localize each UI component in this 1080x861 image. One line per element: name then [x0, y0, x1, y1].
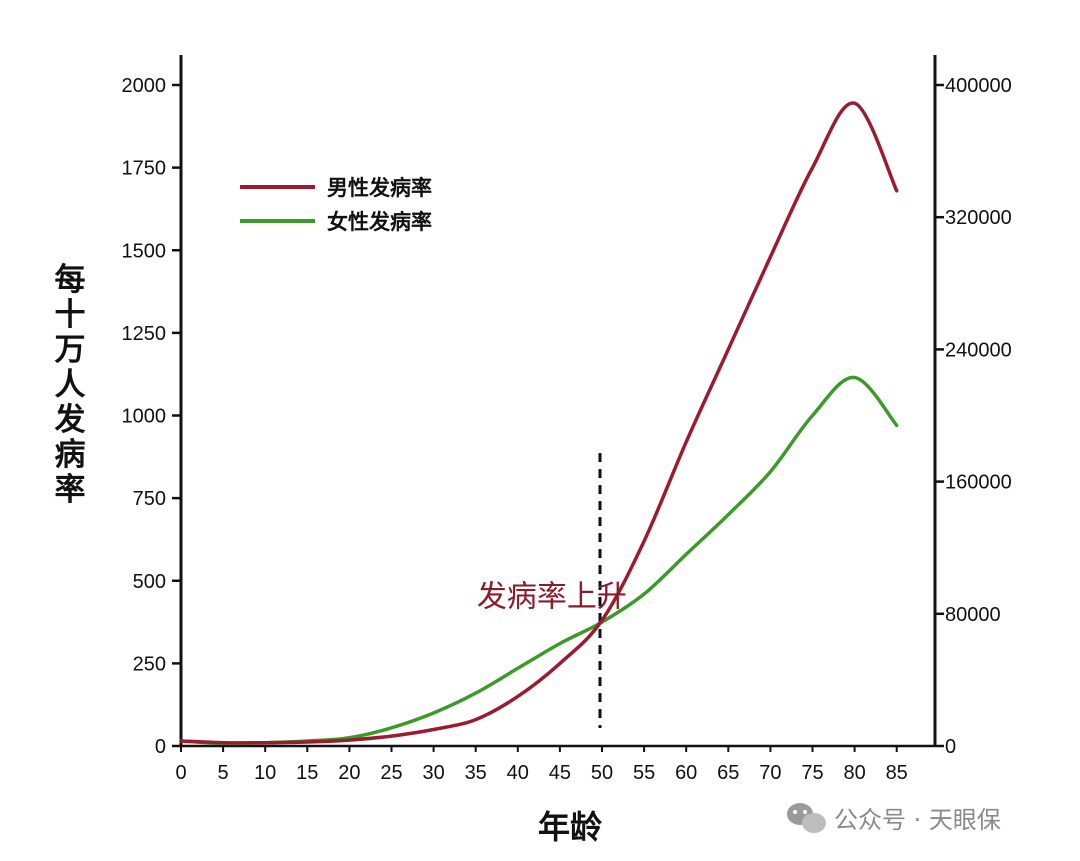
x-tick-label: 15	[296, 762, 318, 784]
x-tick-label: 45	[549, 762, 571, 784]
y-ticks-right: 0 80000 160000 240000 320000 400000	[935, 75, 1012, 758]
x-tick-label: 30	[422, 762, 444, 784]
y-axis-title-char: 率	[55, 472, 86, 508]
legend-label-male: 男性发病率	[327, 176, 432, 200]
y2-tick-label: 80000	[945, 604, 1001, 626]
y-axis-title-char: 每	[55, 262, 86, 298]
y2-tick-label: 400000	[945, 75, 1012, 97]
annotation-rising: 发病率上升	[477, 580, 627, 615]
x-ticks: 0 5 10 15 20 25 30 35 40 45 50 55 60 65 70 75 80 85	[175, 746, 908, 784]
x-tick-label: 60	[675, 762, 697, 784]
x-tick-label: 85	[886, 762, 908, 784]
y2-tick-label: 0	[945, 736, 956, 758]
y-ticks-left: 0 250 500 750 1000 1250 1500 1750 2000	[122, 75, 181, 758]
legend: 男性发病率 女性发病率	[240, 176, 432, 234]
y-tick-label: 1500	[122, 240, 167, 262]
x-tick-label: 50	[591, 762, 613, 784]
x-tick-label: 5	[218, 762, 229, 784]
x-axis-title: 年龄	[538, 808, 602, 846]
x-tick-label: 40	[507, 762, 529, 784]
y-tick-label: 1750	[122, 158, 167, 180]
series-line-female	[179, 375, 899, 746]
y-axis-title-char: 病	[55, 437, 86, 473]
y-tick-label: 0	[155, 736, 166, 758]
watermark-text: 公众号 · 天眼保	[834, 806, 1001, 834]
y-tick-label: 2000	[122, 75, 167, 97]
x-tick-label: 65	[717, 762, 739, 784]
x-tick-label: 10	[254, 762, 276, 784]
series-line-male	[179, 101, 899, 745]
x-tick-label: 25	[380, 762, 402, 784]
y2-tick-label: 320000	[945, 207, 1012, 229]
x-tick-label: 55	[633, 762, 655, 784]
y-tick-label: 1000	[122, 406, 167, 428]
y-tick-label: 1250	[122, 323, 167, 345]
x-tick-label: 70	[759, 762, 781, 784]
axes	[179, 55, 937, 748]
x-tick-label: 80	[843, 762, 865, 784]
y-axis-title-char: 发	[54, 402, 86, 438]
x-tick-label: 20	[338, 762, 360, 784]
legend-label-female: 女性发病率	[327, 210, 432, 234]
y-axis-title-char: 十	[55, 297, 86, 333]
watermark: 公众号 · 天眼保	[787, 803, 1001, 834]
y-tick-label: 250	[133, 653, 166, 675]
y-tick-label: 750	[133, 488, 166, 510]
wechat-icon	[787, 803, 826, 833]
y2-tick-label: 160000	[945, 472, 1012, 494]
y2-tick-label: 240000	[945, 339, 1012, 361]
y-tick-label: 500	[133, 571, 166, 593]
x-tick-label: 0	[175, 762, 186, 784]
y-axis-title-char: 万	[55, 332, 86, 368]
x-tick-label: 35	[465, 762, 487, 784]
series-group	[179, 101, 899, 746]
x-tick-label: 75	[801, 762, 823, 784]
y-axis-title-char: 人	[55, 367, 86, 403]
